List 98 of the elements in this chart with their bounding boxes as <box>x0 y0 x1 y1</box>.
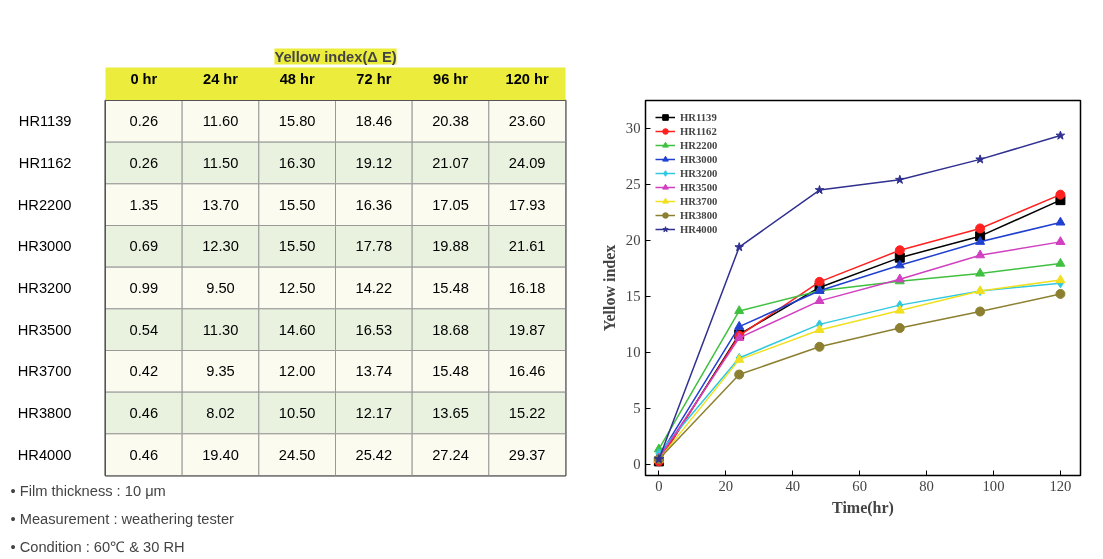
data-label: 11.30 <box>202 321 239 338</box>
data-label: 13.65 <box>432 405 469 421</box>
data-label: 0.46 <box>129 405 159 421</box>
data-label: 19.88 <box>432 238 469 255</box>
y-tick-label: 0 <box>633 456 641 473</box>
y-tick-label: 20 <box>625 232 641 249</box>
data-label: 27.24 <box>432 446 469 463</box>
data-label: 12.50 <box>278 280 316 296</box>
y-tick-label: HR4000 <box>17 446 72 463</box>
y-tick-label: 25 <box>625 176 641 193</box>
data-label: 0.26 <box>129 155 159 171</box>
legend-label: HR1139 <box>680 110 717 124</box>
y-tick-label: HR3500 <box>17 321 72 338</box>
data-label: 0.69 <box>129 238 159 255</box>
data-label: 21.61 <box>508 238 546 255</box>
x-tick-label: 120 hr <box>505 70 550 87</box>
data-label: 20.38 <box>432 113 469 130</box>
data-label: 16.18 <box>508 280 546 296</box>
x-tick-label: 80 <box>919 477 934 494</box>
data-label: 12.00 <box>278 363 316 380</box>
data-label: 17.93 <box>508 196 546 213</box>
data-label: 14.60 <box>278 321 316 338</box>
data-label: 0.99 <box>129 280 159 296</box>
data-label: 14.22 <box>355 280 393 296</box>
x-tick-label: 96 hr <box>432 70 469 87</box>
data-label: 16.46 <box>508 363 546 380</box>
y-tick-label: 10 <box>625 344 641 361</box>
y-tick-label: 15 <box>625 288 641 305</box>
data-label: 15.48 <box>432 363 469 380</box>
legend-label: HR1162 <box>680 124 717 138</box>
data-label: 11.60 <box>202 113 239 130</box>
data-label: 15.48 <box>432 280 469 296</box>
data-label: 19.87 <box>508 321 546 338</box>
y-tick-label: HR3200 <box>17 280 72 296</box>
x-tick-label: 48 hr <box>279 70 315 87</box>
data-label: 15.22 <box>508 405 546 421</box>
y-tick-label: HR3800 <box>17 405 72 421</box>
data-label: 15.50 <box>278 238 316 255</box>
x-tick-label: 60 <box>852 477 867 494</box>
x-tick-label: 40 <box>785 477 801 494</box>
legend-label: HR3700 <box>680 194 718 208</box>
data-label: 13.70 <box>202 196 239 213</box>
x-tick-label: 24 hr <box>202 70 239 87</box>
x-tick-label: 100 <box>982 477 1005 494</box>
data-label: 17.78 <box>355 238 393 255</box>
data-label: 0.54 <box>129 321 159 338</box>
x-tick-label: 120 <box>1049 477 1072 494</box>
y-tick-label: HR3000 <box>17 238 72 255</box>
legend-label: HR3200 <box>680 166 718 180</box>
data-label: 16.36 <box>355 196 393 213</box>
x-axis-title: Time(hr) <box>832 498 894 517</box>
data-label: 9.50 <box>206 280 235 296</box>
chart-title: Yellow index(Δ E) <box>274 48 397 65</box>
x-tick-label: 20 <box>718 477 734 494</box>
data-label: 9.35 <box>206 363 235 380</box>
data-label: 15.80 <box>278 113 316 130</box>
data-label: 15.50 <box>278 196 316 213</box>
x-tick-label: 0 hr <box>130 70 158 87</box>
data-label: 24.09 <box>508 155 546 171</box>
data-label: 21.07 <box>432 155 469 171</box>
y-tick-label: 5 <box>633 400 641 417</box>
data-label: 11.50 <box>202 155 239 171</box>
data-label: 0.42 <box>129 363 159 380</box>
data-label: 10.50 <box>278 405 316 421</box>
data-label: 8.02 <box>206 405 235 421</box>
data-label: 16.53 <box>355 321 393 338</box>
data-label: 18.46 <box>355 113 393 130</box>
data-label: 18.68 <box>432 321 469 338</box>
data-label: 29.37 <box>508 446 546 463</box>
data-label: 12.17 <box>355 405 393 421</box>
data-label: 13.74 <box>355 363 393 380</box>
data-label: 12.30 <box>202 238 239 255</box>
text: • Film thickness : 10 μm <box>10 482 166 499</box>
legend-label: HR2200 <box>680 138 718 152</box>
text: • Measurement : weathering tester <box>10 510 235 527</box>
y-tick-label: HR3700 <box>17 363 72 380</box>
y-tick-label: HR1162 <box>18 155 72 171</box>
legend-label: HR3500 <box>680 180 718 194</box>
legend-label: HR4000 <box>680 222 718 236</box>
x-tick-label: 0 <box>655 477 663 494</box>
legend-label: HR3800 <box>680 208 718 222</box>
y-tick-label: HR2200 <box>17 196 72 213</box>
data-label: 0.46 <box>129 446 159 463</box>
data-label: 25.42 <box>355 446 393 463</box>
data-label: 19.12 <box>355 155 393 171</box>
data-label: 1.35 <box>129 196 159 213</box>
data-label: 0.26 <box>129 113 159 130</box>
x-tick-label: 72 hr <box>356 70 392 87</box>
data-label: 19.40 <box>202 446 239 463</box>
y-axis-title: Yellow index <box>600 244 618 332</box>
y-tick-label: HR1139 <box>18 113 72 130</box>
data-label: 17.05 <box>432 196 469 213</box>
data-label: 24.50 <box>278 446 316 463</box>
data-label: 23.60 <box>508 113 546 130</box>
text: • Condition : 60℃ & 30 RH <box>10 538 185 555</box>
data-label: 16.30 <box>278 155 316 171</box>
y-tick-label: 30 <box>625 120 641 137</box>
legend-label: HR3000 <box>680 152 718 166</box>
